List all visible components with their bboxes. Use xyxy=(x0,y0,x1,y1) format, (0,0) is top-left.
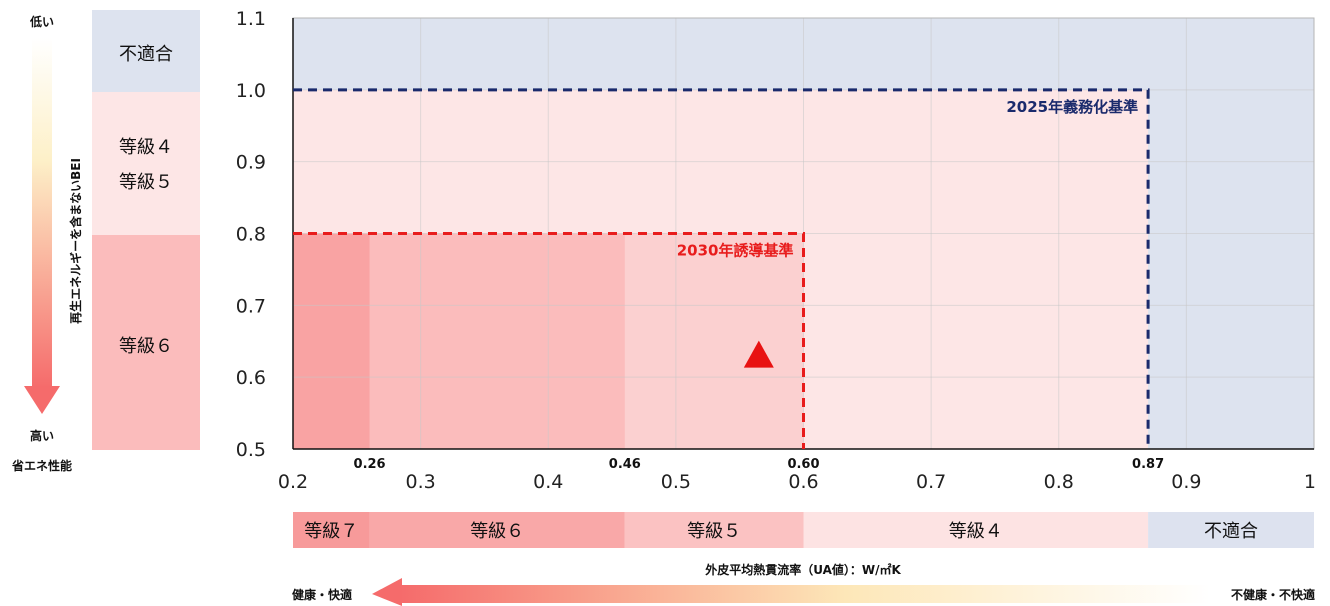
bottom-left-label: 健康・快適 xyxy=(292,587,352,602)
left-band-label-1b: 等級５ xyxy=(119,172,173,193)
bottom-band-label-1: 等級６ xyxy=(470,521,524,542)
region-4 xyxy=(293,233,370,449)
bottom-band-label-3: 等級４ xyxy=(949,521,1003,542)
bottom-band-label-0: 等級７ xyxy=(304,521,358,542)
data-points xyxy=(743,340,774,368)
left-band-label-1a: 等級４ xyxy=(119,137,173,158)
x-tick-5: 0.7 xyxy=(916,471,946,493)
bottom-band-3 xyxy=(803,512,1149,548)
marker-label-2: 0.60 xyxy=(787,457,819,472)
x-tick-0: 0.2 xyxy=(278,471,308,493)
standard-label-0: 2025年義務化基準 xyxy=(1006,98,1138,116)
bottom-right-label: 不健康・不快適 xyxy=(1231,587,1315,602)
x-tick-7: 0.9 xyxy=(1171,471,1201,493)
left-caption: 省エネ性能 xyxy=(11,458,72,473)
bottom-grade-bar: 等級７ 等級６ 等級５ 等級４ 不適合 xyxy=(293,512,1314,548)
bottom-band-label-2: 等級５ xyxy=(687,521,741,542)
left-band-label-0: 不適合 xyxy=(119,44,173,65)
x-tick-6: 0.8 xyxy=(1044,471,1074,493)
y-axis-title: 再生エネルギーを含まないBEI xyxy=(68,158,83,324)
marker-labels: 0.26 0.46 0.60 0.87 xyxy=(354,457,1165,472)
bottom-band-1 xyxy=(369,512,625,548)
bottom-band-0 xyxy=(293,512,370,548)
left-band-bg-0 xyxy=(92,10,200,92)
standard-lines: 2025年義務化基準 2030年誘導基準 xyxy=(293,88,1150,449)
bottom-band-4 xyxy=(1148,512,1314,548)
horizontal-comfort-arrow xyxy=(372,578,1210,606)
y-tick-5: 1.0 xyxy=(236,80,266,102)
y-tick-2: 0.7 xyxy=(236,295,266,317)
left-scale-bands: 不適合 等級４ 等級５ 等級６ xyxy=(92,10,200,450)
vertical-performance-arrow xyxy=(24,38,60,414)
left-band-bg-2 xyxy=(92,235,200,450)
left-band-label-2: 等級６ xyxy=(119,336,173,357)
y-tick-4: 0.9 xyxy=(236,152,266,174)
left-bottom-label: 高い xyxy=(30,428,54,443)
x-axis-title: 外皮平均熱貫流率（UA値）：W/㎡K xyxy=(705,562,901,577)
marker-label-0: 0.26 xyxy=(354,457,386,472)
marker-label-1: 0.46 xyxy=(609,457,641,472)
standard-line-1 xyxy=(293,232,805,449)
bottom-band-2 xyxy=(624,512,804,548)
bottom-band-label-4: 不適合 xyxy=(1204,521,1258,542)
triangle-marker-0 xyxy=(743,340,774,368)
x-tick-1: 0.3 xyxy=(406,471,436,493)
x-tick-3: 0.5 xyxy=(661,471,691,493)
y-tick-6: 1.1 xyxy=(236,8,266,30)
marker-label-3: 0.87 xyxy=(1132,457,1164,472)
left-top-label: 低い xyxy=(29,14,54,29)
standard-line-0 xyxy=(293,88,1150,449)
standard-label-1: 2030年誘導基準 xyxy=(677,242,794,260)
y-tick-labels: 0.5 0.6 0.7 0.8 0.9 1.0 1.1 xyxy=(236,8,266,461)
left-band-bg-1 xyxy=(92,92,200,235)
x-tick-2: 0.4 xyxy=(533,471,563,493)
x-tick-8: 1 xyxy=(1304,471,1316,493)
x-tick-labels: 0.2 0.3 0.4 0.5 0.6 0.7 0.8 0.9 1 xyxy=(278,471,1316,493)
y-tick-1: 0.6 xyxy=(236,367,266,389)
y-tick-3: 0.8 xyxy=(236,224,266,246)
y-tick-0: 0.5 xyxy=(236,439,266,461)
x-tick-4: 0.6 xyxy=(788,471,818,493)
